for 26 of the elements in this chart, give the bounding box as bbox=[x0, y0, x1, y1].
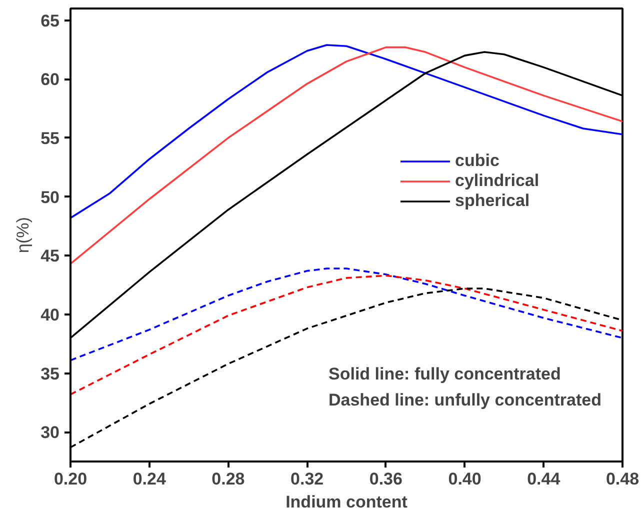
line-series bbox=[70, 44, 622, 219]
x-tick-label: 0.20 bbox=[54, 470, 88, 488]
y-tick-label: 45 bbox=[40, 246, 60, 266]
y-tick-label: 55 bbox=[40, 128, 60, 148]
x-tick-label: 0.28 bbox=[212, 470, 245, 488]
y-tick-label: 35 bbox=[40, 364, 60, 384]
line-series bbox=[70, 46, 622, 265]
y-tick-label: 65 bbox=[40, 11, 60, 30]
annotation: Solid line: fully concentrated bbox=[328, 364, 561, 384]
x-tick-label: 0.32 bbox=[290, 470, 324, 488]
x-axis-title: Indium content bbox=[286, 492, 408, 512]
line-series bbox=[70, 268, 622, 362]
y-tick-label: 60 bbox=[40, 70, 60, 90]
legend-label: cylindrical bbox=[455, 171, 540, 191]
y-tick-label: 30 bbox=[40, 423, 60, 442]
legend-label: cubic bbox=[455, 151, 500, 171]
legend-label: spherical bbox=[455, 191, 530, 211]
y-tick-label: 50 bbox=[40, 188, 60, 207]
y-axis-title: η(%) bbox=[14, 217, 33, 253]
x-tick-label: 0.44 bbox=[527, 470, 561, 488]
y-tick-label: 40 bbox=[40, 305, 60, 324]
x-tick-label: 0.24 bbox=[132, 470, 166, 488]
x-tick-label: 0.36 bbox=[369, 470, 402, 488]
annotation: Dashed line: unfully concentrated bbox=[328, 390, 602, 410]
x-tick-label: 0.40 bbox=[448, 470, 482, 488]
x-tick-label: 0.48 bbox=[606, 470, 640, 488]
